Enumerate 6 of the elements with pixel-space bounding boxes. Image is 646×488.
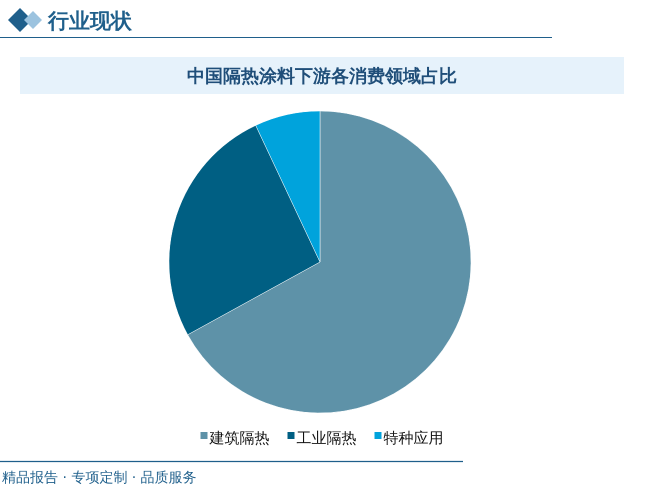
text: 行业现状 (47, 9, 133, 33)
legend-label: 建筑隔热 (208, 429, 270, 447)
legend-label: 特种应用 (384, 429, 444, 447)
text: 精品报告 · 专项定制 · 品质服务 (2, 470, 197, 486)
legend-label: 工业隔热 (296, 429, 356, 447)
chart-title: 中国隔热涂料下游各消费领域占比 (187, 66, 457, 86)
